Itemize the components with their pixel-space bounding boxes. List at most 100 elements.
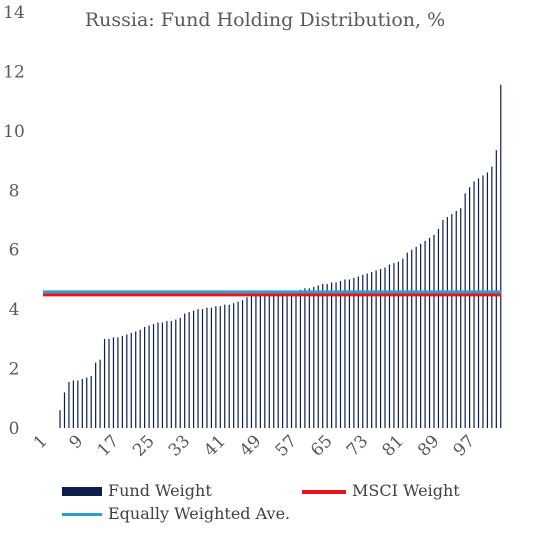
x-tick-label: 1 (30, 431, 52, 453)
fund-weight-bar (264, 294, 266, 428)
fund-weight-bar (402, 258, 404, 428)
legend-item-fund-weight: Fund Weight (62, 481, 212, 500)
fund-weight-bar (464, 193, 466, 428)
fund-weight-bar (451, 214, 453, 428)
legend-label-msci-weight: MSCI Weight (352, 481, 460, 500)
fund-weight-bar (477, 178, 480, 428)
y-tick-label: 10 (3, 122, 25, 142)
fund-weight-bar (290, 291, 293, 428)
legend-label-fund-weight: Fund Weight (108, 481, 212, 500)
fund-weight-bar (135, 331, 137, 428)
fund-weight-bar (77, 380, 79, 428)
fund-weight-bar (384, 267, 386, 428)
fund-weight-bar (121, 335, 123, 428)
fund-weight-bar (304, 288, 306, 428)
fund-weight-bar (406, 252, 408, 428)
fund-weight-bar (362, 274, 364, 428)
fund-weight-bar (103, 338, 106, 428)
fund-weight-bar (237, 301, 239, 428)
fund-weight-bar (95, 362, 97, 428)
x-tick-label: 73 (343, 431, 372, 460)
fund-weight-bar (313, 286, 315, 428)
fund-weight-bar (72, 380, 74, 428)
x-tick-label: 49 (236, 431, 265, 460)
fund-weight-bar (353, 277, 355, 428)
fund-weight-bar (344, 279, 346, 428)
chart-title: Russia: Fund Holding Distribution, % (85, 9, 445, 31)
y-tick-label: 12 (3, 62, 25, 82)
fund-weight-bar (366, 273, 368, 428)
y-tick-label: 6 (9, 241, 20, 261)
x-tick-label: 57 (272, 431, 301, 460)
x-tick-label: 97 (450, 431, 479, 460)
fund-weight-bar (473, 181, 475, 428)
legend-label-equally-weighted-ave: Equally Weighted Ave. (108, 504, 291, 523)
fund-weight-bar (161, 322, 164, 428)
y-tick-label: 0 (9, 419, 20, 439)
x-tick-label: 89 (414, 431, 443, 460)
x-tick-label: 41 (200, 431, 229, 460)
fund-weight-bar (348, 279, 351, 428)
y-tick-label: 8 (9, 181, 20, 201)
x-tick-label: 17 (94, 431, 123, 460)
fund-weight-bar (201, 309, 204, 428)
fund-weight-bar (148, 325, 150, 428)
fund-weight-bar (90, 376, 92, 428)
fund-weight-bar (139, 329, 141, 428)
fund-weight-bar (375, 270, 377, 428)
fund-weight-bar (357, 276, 359, 428)
fund-weight-bar (326, 283, 328, 428)
fund-weight-bar (246, 297, 248, 428)
fund-weight-bar (282, 292, 284, 428)
fund-weight-bar (188, 312, 190, 428)
fund-weight-bar (224, 304, 226, 428)
bars-group (59, 84, 502, 429)
fund-weight-bar (179, 318, 181, 428)
fund-weight-bar (152, 324, 155, 428)
fund-weight-bar (482, 175, 484, 428)
fund-weight-bar (393, 263, 395, 428)
fund-weight-bar (424, 240, 426, 428)
fund-weight-bar (117, 337, 119, 428)
fund-weight-bar (397, 261, 399, 428)
fund-weight-bar (486, 172, 489, 428)
fund-weight-bar (130, 332, 132, 428)
fund-weight-bar (495, 150, 497, 429)
fund-weight-bar (215, 306, 217, 428)
fund-weight-bar (184, 313, 186, 428)
legend-item-equally-weighted-ave: Equally Weighted Ave. (62, 504, 290, 523)
fund-weight-bar (126, 334, 128, 428)
fund-weight-bar (273, 292, 275, 428)
fund-weight-bar (277, 292, 279, 428)
fund-weight-bar (250, 295, 253, 428)
x-tick-label: 33 (165, 431, 194, 460)
fund-weight-bar (170, 321, 172, 428)
fund-weight-bar (388, 264, 391, 428)
x-axis: 1 9 17 25 33 41 49 57 65 73 81 89 97 (30, 431, 479, 460)
fund-weight-bar (210, 307, 212, 428)
fund-weight-bar (192, 310, 195, 428)
fund-weight-bar (371, 272, 373, 428)
fund-weight-bar (268, 294, 270, 428)
fund-weight-bar (166, 321, 168, 428)
legend-swatch-fund-weight (62, 487, 102, 496)
fund-weight-bar (157, 322, 159, 428)
fund-weight-bar (415, 246, 417, 428)
fund-weight-bar (86, 377, 88, 428)
fund-weight-bar (175, 319, 177, 428)
fund-weight-bar (255, 294, 257, 428)
fund-weight-bar (144, 326, 146, 428)
legend-swatch-equally-weighted-ave (62, 513, 102, 516)
x-tick-label: 25 (129, 431, 158, 460)
fund-weight-bar (299, 289, 302, 428)
x-tick-label: 81 (378, 431, 407, 460)
y-tick-label: 2 (9, 360, 20, 380)
fund-weight-bar (317, 285, 319, 428)
y-tick-label: 4 (9, 300, 20, 320)
y-axis: 0 2 4 6 8 10 12 14 (3, 3, 25, 439)
fund-weight-bar (308, 288, 310, 428)
fund-weight-bar (433, 234, 435, 428)
fund-weight-bar (428, 237, 431, 428)
fund-weight-bar (335, 282, 337, 428)
